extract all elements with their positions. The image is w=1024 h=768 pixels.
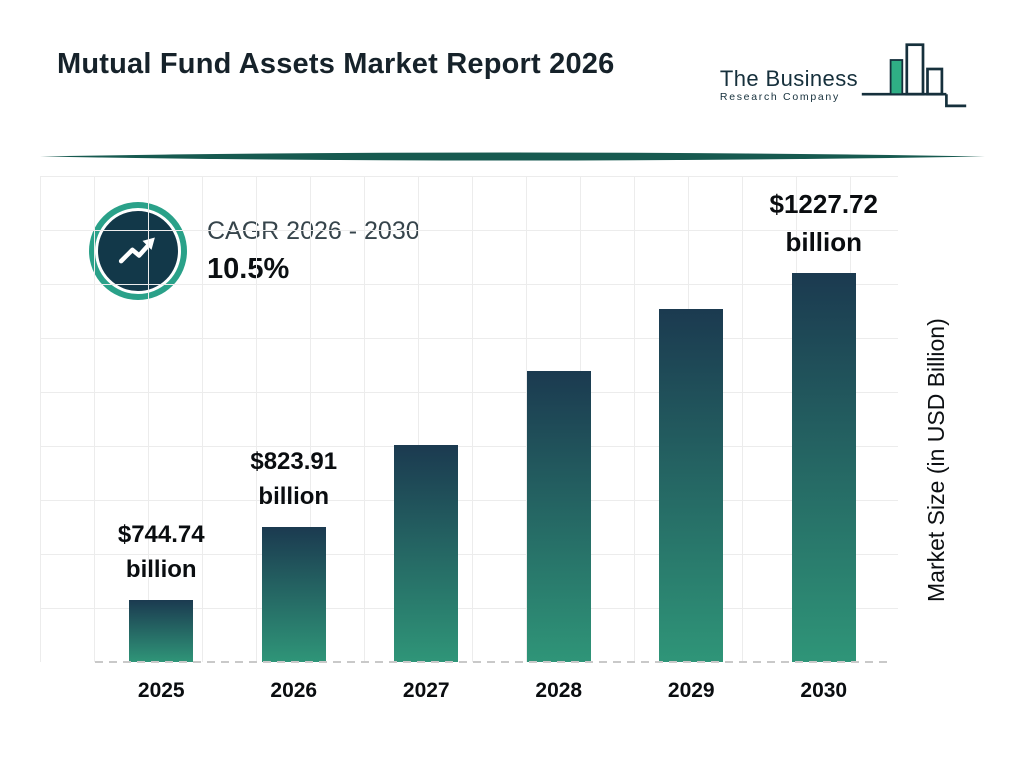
bar-group-2026: $823.91 billion: [228, 176, 361, 662]
x-tick-2026: 2026: [270, 679, 318, 702]
divider-line: [40, 152, 985, 161]
company-logo: The Business Research Company: [720, 66, 858, 103]
bar-2027: [394, 444, 459, 662]
bar-group-2027: [360, 176, 493, 662]
bar-2028: [526, 371, 591, 662]
bar-2030: [791, 273, 856, 662]
value-label-2026: $823.91 billion: [250, 448, 338, 511]
bar-2026: [261, 526, 326, 662]
page-title: Mutual Fund Assets Market Report 2026: [57, 48, 615, 80]
x-tick-2028: 2028: [535, 679, 583, 702]
bar-group-2030: $1227.72 billion: [758, 176, 891, 662]
x-tick-2025: 2025: [137, 679, 185, 702]
bar-group-2028: [493, 176, 626, 662]
x-tick-2030: 2030: [800, 679, 848, 702]
y-axis-label: Market Size (in USD Billion): [923, 318, 949, 602]
bar-chart: $744.74 billion $823.91 billion: [40, 176, 898, 721]
x-tick-2027: 2027: [402, 679, 450, 702]
x-tick-2029: 2029: [667, 679, 715, 702]
bar-group-2029: [625, 176, 758, 662]
x-axis-ticks: 2025 2026 2027 2028 2029 2030: [95, 679, 890, 703]
bar-2025: [129, 599, 194, 662]
logo-name: The Business: [719, 66, 858, 91]
bar-group-2025: $744.74 billion: [95, 176, 228, 662]
bar-2029: [659, 309, 724, 662]
logo-subname: Research Company: [719, 91, 840, 104]
logo-bars-icon: [861, 43, 967, 108]
axis-baseline: [95, 661, 890, 663]
chart-grid: [40, 176, 898, 662]
value-label-2030: $1227.72 billion: [769, 188, 878, 257]
bars-area: $744.74 billion $823.91 billion: [95, 176, 890, 662]
value-label-2025: $744.74 billion: [117, 521, 205, 583]
